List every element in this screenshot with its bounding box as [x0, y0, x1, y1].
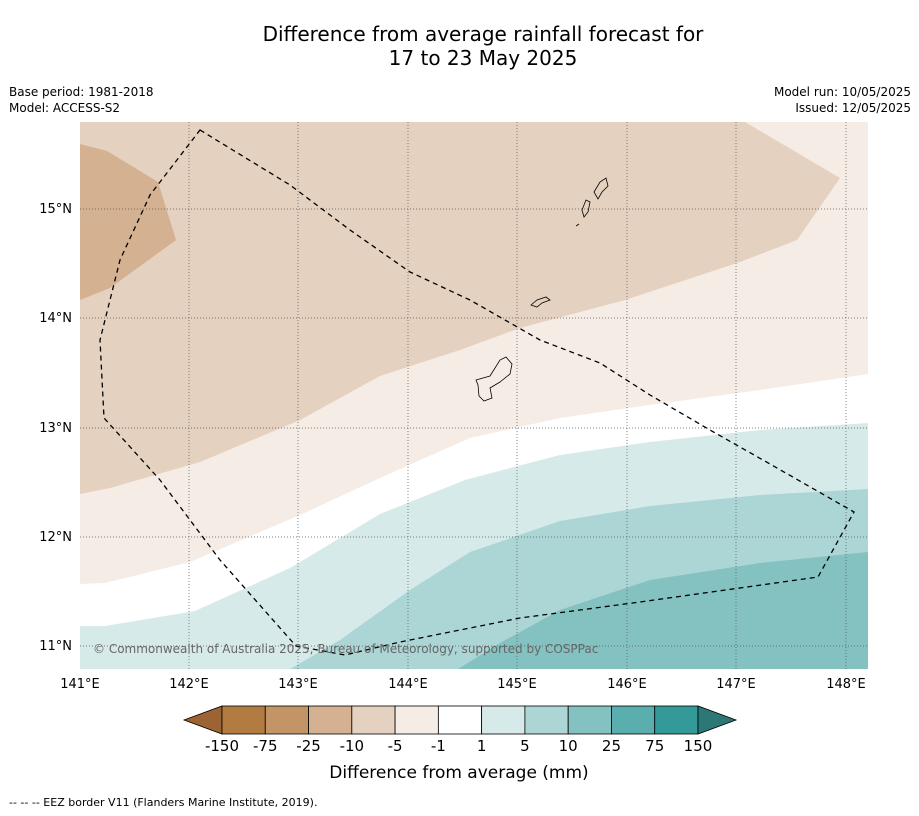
colorbar-tick-label: 1	[477, 737, 487, 755]
colorbar-tick-label: 75	[645, 737, 664, 755]
dark-brown-region	[80, 144, 176, 300]
rota-island	[530, 296, 551, 308]
colorbar-arrow-low	[182, 705, 223, 735]
colorbar-arrow-high	[697, 705, 738, 735]
colorbar-swatch	[394, 705, 439, 735]
saipan-island	[593, 177, 609, 200]
colorbar-tick-label: -25	[296, 737, 321, 755]
colorbar-swatch	[654, 705, 699, 735]
colorbar-tick-label: -5	[388, 737, 403, 755]
gridlines	[80, 122, 868, 669]
colorbar-swatch	[437, 705, 483, 735]
title-line-2: 17 to 23 May 2025	[388, 46, 578, 70]
islands	[475, 177, 609, 402]
guam-island	[475, 356, 513, 402]
map-title: Difference from average rainfall forecas…	[0, 22, 919, 70]
lon-label: 143°E	[278, 677, 318, 692]
lat-label: 13°N	[39, 421, 72, 436]
lat-labels: 15°N 14°N 13°N 12°N 11°N	[39, 202, 72, 654]
lon-label: 144°E	[388, 677, 428, 692]
colorbar-tick-label: 150	[684, 737, 713, 755]
meta-right: Model run: 10/05/2025 Issued: 12/05/2025	[774, 84, 911, 116]
colorbar-tick-label: -75	[253, 737, 278, 755]
eez-border	[99, 129, 855, 656]
lat-label: 12°N	[39, 530, 72, 545]
lat-label: 15°N	[39, 202, 72, 217]
eez-legend-footer: -- -- -- EEZ border V11 (Flanders Marine…	[9, 796, 318, 809]
lon-label: 146°E	[607, 677, 647, 692]
lat-label: 14°N	[39, 311, 72, 326]
tinian-island	[581, 199, 591, 218]
colorbar-swatch	[264, 705, 309, 735]
brown-region	[80, 122, 840, 494]
mid-teal-region	[458, 552, 868, 669]
colorbar-swatch	[351, 705, 396, 735]
colorbar-tick-label: 5	[520, 737, 530, 755]
colorbar-swatch	[524, 705, 569, 735]
lon-label: 142°E	[169, 677, 209, 692]
rainfall-map	[80, 122, 868, 669]
lon-labels: 141°E 142°E 143°E 144°E 145°E 146°E 147°…	[60, 677, 866, 692]
lon-label: 147°E	[716, 677, 756, 692]
colorbar: -150 -75 -25 -10 -5 -1 1 5 10 25 75 150	[182, 705, 738, 755]
base-period: Base period: 1981-2018	[9, 85, 154, 99]
model-run: Model run: 10/05/2025	[773, 85, 911, 99]
colorbar-swatch	[611, 705, 656, 735]
lon-label: 141°E	[60, 677, 100, 692]
colorbar-swatch	[308, 705, 353, 735]
colorbar-swatch	[481, 705, 526, 735]
colorbar-tick-label: -10	[340, 737, 365, 755]
lon-label: 148°E	[826, 677, 866, 692]
aguijan-island	[575, 223, 580, 227]
colorbar-swatch	[567, 705, 612, 735]
colorbar-tick-label: -1	[431, 737, 446, 755]
title-line-1: Difference from average rainfall forecas…	[262, 22, 704, 46]
colorbar-tick-label: -150	[205, 737, 239, 755]
copyright-text: © Commonwealth of Australia 2025, Bureau…	[93, 642, 598, 656]
model-name: Model: ACCESS-S2	[9, 101, 121, 115]
issued-date: Issued: 12/05/2025	[795, 101, 911, 115]
colorbar-tick-label: 10	[559, 737, 578, 755]
colorbar-swatch	[221, 705, 266, 735]
lon-label: 145°E	[497, 677, 537, 692]
colorbar-label: Difference from average (mm)	[329, 763, 588, 783]
colorbar-tick-label: 25	[602, 737, 621, 755]
meta-left: Base period: 1981-2018 Model: ACCESS-S2	[9, 84, 154, 116]
lat-label: 11°N	[39, 639, 72, 654]
